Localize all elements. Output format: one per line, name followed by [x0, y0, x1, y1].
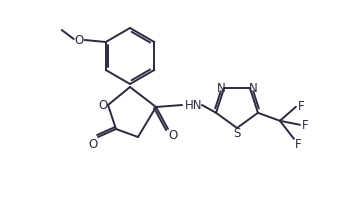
Text: N: N	[217, 81, 225, 94]
Text: F: F	[294, 138, 301, 151]
Text: O: O	[168, 129, 177, 142]
Text: O: O	[98, 99, 108, 112]
Text: HN: HN	[185, 99, 203, 112]
Text: O: O	[74, 34, 83, 47]
Text: F: F	[298, 100, 304, 113]
Text: O: O	[88, 138, 97, 151]
Text: N: N	[249, 81, 257, 94]
Text: F: F	[302, 119, 308, 132]
Text: S: S	[233, 127, 241, 140]
